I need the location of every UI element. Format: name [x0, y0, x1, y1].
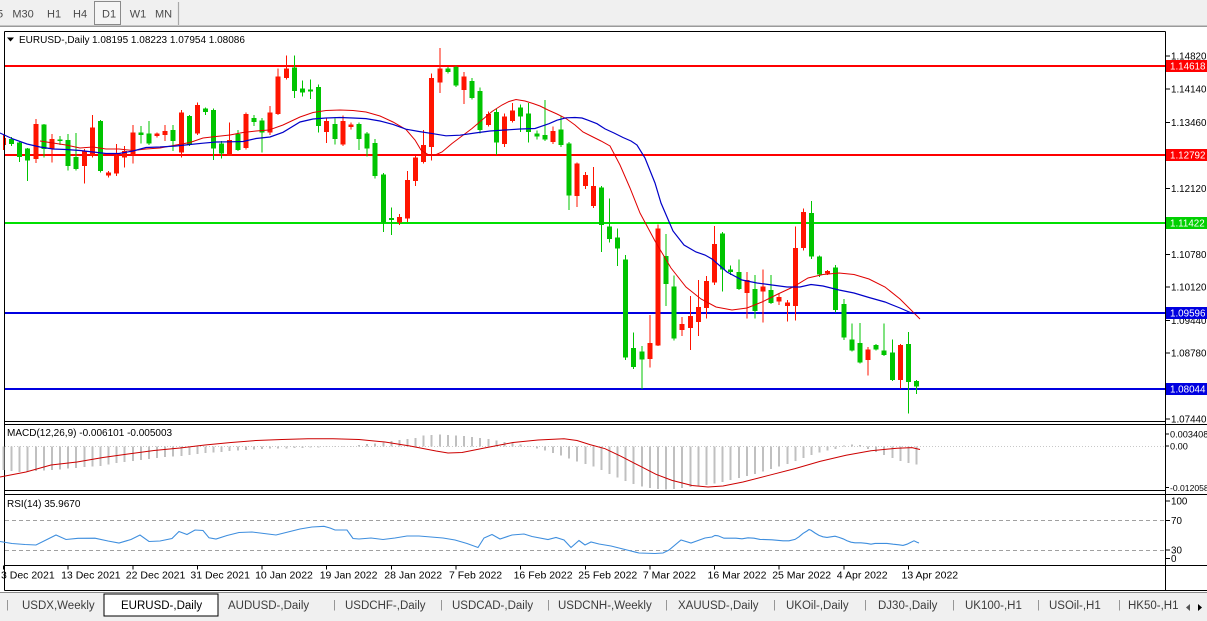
svg-text:|: | — [333, 599, 336, 611]
svg-text:16 Mar 2022: 16 Mar 2022 — [708, 570, 767, 582]
svg-text:UKOil-,Daily: UKOil-,Daily — [786, 600, 849, 612]
svg-text:0.00: 0.00 — [1170, 442, 1188, 452]
svg-text:30: 30 — [1171, 546, 1182, 557]
svg-text:0: 0 — [1171, 554, 1177, 565]
svg-text:USOil-,H1: USOil-,H1 — [1049, 600, 1101, 612]
svg-text:1.08044: 1.08044 — [1170, 385, 1206, 396]
svg-text:USDCAD-,Daily: USDCAD-,Daily — [452, 600, 533, 612]
svg-text:|: | — [547, 599, 550, 611]
svg-text:|: | — [773, 599, 776, 611]
svg-text:1.11422: 1.11422 — [1170, 219, 1205, 230]
svg-text:0.003408: 0.003408 — [1170, 430, 1207, 440]
svg-text:D1: D1 — [102, 9, 116, 21]
svg-text:10 Jan 2022: 10 Jan 2022 — [255, 570, 313, 582]
svg-text:M30: M30 — [12, 9, 33, 21]
svg-text:25 Mar 2022: 25 Mar 2022 — [772, 570, 831, 582]
svg-text:70: 70 — [1171, 516, 1182, 527]
svg-text:|: | — [6, 599, 9, 611]
svg-text:-0.012058: -0.012058 — [1170, 483, 1207, 493]
svg-text:|: | — [440, 599, 443, 611]
svg-text:13 Dec 2021: 13 Dec 2021 — [61, 570, 121, 582]
svg-text:W1: W1 — [130, 9, 147, 21]
svg-text:1.10120: 1.10120 — [1171, 283, 1207, 294]
svg-text:H4: H4 — [73, 9, 87, 21]
svg-text:1.10780: 1.10780 — [1171, 250, 1207, 261]
svg-text:28 Jan 2022: 28 Jan 2022 — [384, 570, 442, 582]
svg-text:4 Apr 2022: 4 Apr 2022 — [837, 570, 888, 582]
svg-text:USDCNH-,Weekly: USDCNH-,Weekly — [558, 600, 652, 612]
svg-text:1.08195 1.08223 1.07954 1.0808: 1.08195 1.08223 1.07954 1.08086 — [92, 35, 245, 46]
svg-text:1.09440: 1.09440 — [1171, 316, 1207, 327]
svg-text:RSI(14) 35.9670: RSI(14) 35.9670 — [7, 499, 81, 510]
svg-text:EURUSD-,Daily: EURUSD-,Daily — [121, 600, 202, 612]
svg-text:USDCHF-,Daily: USDCHF-,Daily — [345, 600, 426, 612]
svg-text:31 Dec 2021: 31 Dec 2021 — [190, 570, 250, 582]
svg-text:1.07440: 1.07440 — [1171, 415, 1207, 426]
svg-text:|: | — [1037, 599, 1040, 611]
svg-text:7 Feb 2022: 7 Feb 2022 — [449, 570, 502, 582]
svg-text:|: | — [665, 599, 668, 611]
svg-text:MACD(12,26,9) -0.006101 -0.005: MACD(12,26,9) -0.006101 -0.005003 — [7, 428, 173, 439]
svg-text:|: | — [1118, 599, 1121, 611]
svg-text:16 Feb 2022: 16 Feb 2022 — [514, 570, 573, 582]
svg-text:1.14618: 1.14618 — [1170, 62, 1206, 73]
svg-text:3 Dec 2021: 3 Dec 2021 — [1, 570, 55, 582]
svg-text:MN: MN — [155, 9, 172, 21]
svg-text:EURUSD-,Daily: EURUSD-,Daily — [19, 35, 90, 46]
svg-text:7 Mar 2022: 7 Mar 2022 — [643, 570, 696, 582]
svg-text:1.12792: 1.12792 — [1170, 151, 1205, 162]
svg-text:5: 5 — [0, 9, 3, 21]
svg-text:1.14820: 1.14820 — [1171, 52, 1207, 63]
svg-text:13 Apr 2022: 13 Apr 2022 — [902, 570, 959, 582]
svg-text:100: 100 — [1171, 497, 1188, 508]
svg-text:1.12120: 1.12120 — [1171, 184, 1207, 195]
svg-text:DJ30-,Daily: DJ30-,Daily — [878, 600, 938, 612]
svg-text:25 Feb 2022: 25 Feb 2022 — [578, 570, 637, 582]
svg-text:1.08780: 1.08780 — [1171, 349, 1207, 360]
svg-text:|: | — [952, 599, 955, 611]
svg-text:19 Jan 2022: 19 Jan 2022 — [320, 570, 378, 582]
svg-text:|: | — [864, 599, 867, 611]
svg-text:1.09596: 1.09596 — [1170, 309, 1206, 320]
svg-text:1.14140: 1.14140 — [1171, 85, 1207, 96]
svg-text:AUDUSD-,Daily: AUDUSD-,Daily — [228, 600, 309, 612]
svg-text:HK50-,H1: HK50-,H1 — [1128, 600, 1179, 612]
svg-text:USDX,Weekly: USDX,Weekly — [22, 600, 95, 612]
svg-text:H1: H1 — [47, 9, 61, 21]
svg-text:UK100-,H1: UK100-,H1 — [965, 600, 1022, 612]
svg-text:XAUUSD-,Daily: XAUUSD-,Daily — [678, 600, 759, 612]
svg-text:1.13460: 1.13460 — [1171, 118, 1207, 129]
svg-text:22 Dec 2021: 22 Dec 2021 — [126, 570, 186, 582]
